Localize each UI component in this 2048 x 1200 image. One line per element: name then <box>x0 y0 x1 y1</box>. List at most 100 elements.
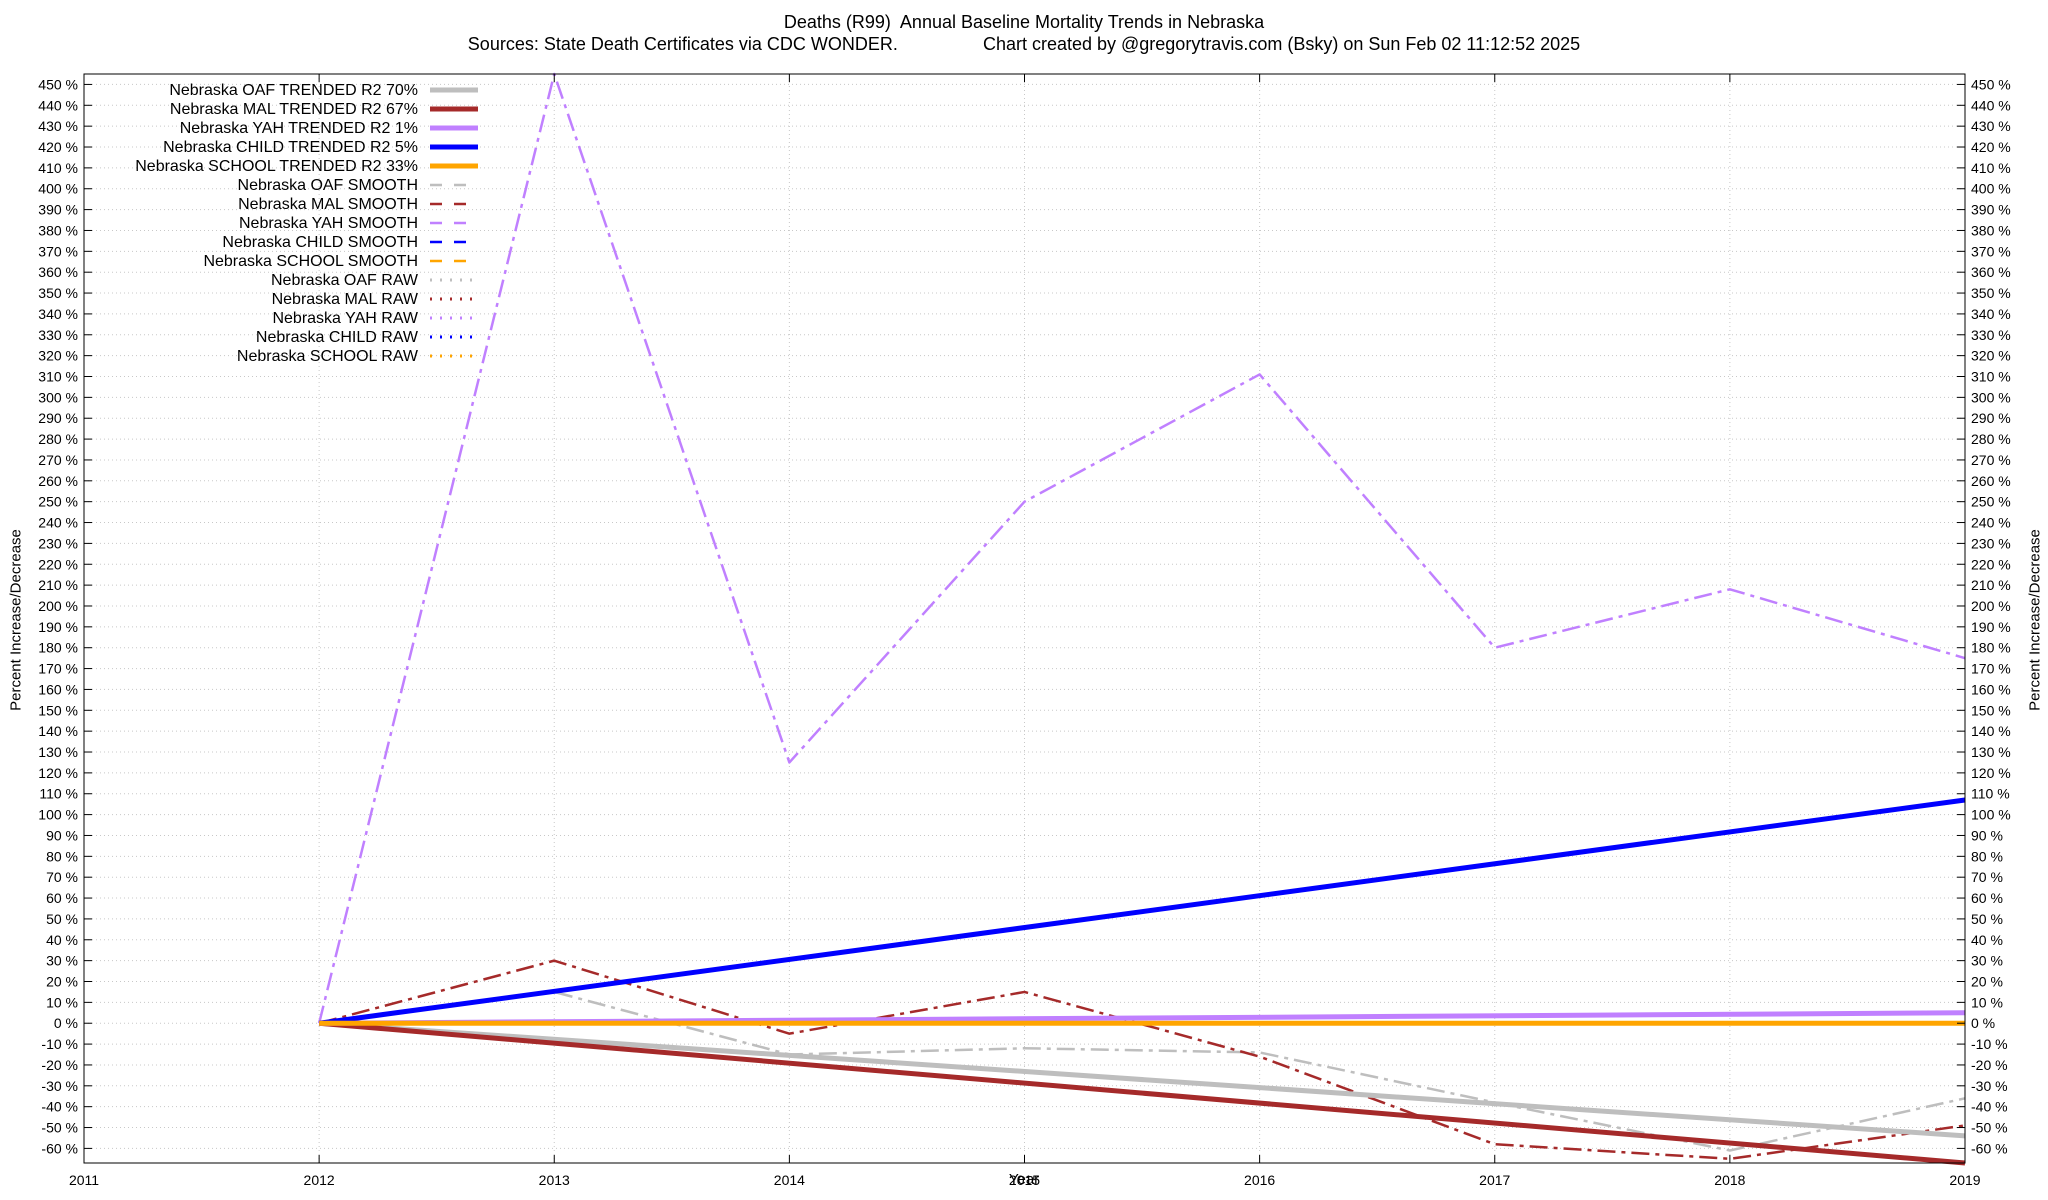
y-tick-label-right: 240 % <box>1971 515 2011 531</box>
x-tick-label: 2016 <box>1244 1172 1275 1188</box>
y-tick-label-right: -10 % <box>1971 1036 2008 1052</box>
y-tick-label-left: 440 % <box>38 97 78 113</box>
y-tick-label-right: 430 % <box>1971 118 2011 134</box>
y-tick-label-left: 200 % <box>38 598 78 614</box>
y-tick-label-right: 320 % <box>1971 348 2011 364</box>
y-tick-label-right: 250 % <box>1971 494 2011 510</box>
y-tick-label-right: 110 % <box>1971 786 2010 802</box>
x-axis-label: Year <box>1008 1171 1040 1188</box>
x-tick-label: 2011 <box>69 1172 99 1188</box>
y-tick-label-right: 270 % <box>1971 452 2011 468</box>
y-tick-label-right: 390 % <box>1971 202 2011 218</box>
y-tick-label-left: 290 % <box>38 410 78 426</box>
y-tick-label-right: 310 % <box>1971 369 2011 385</box>
y-tick-label-left: 30 % <box>46 953 78 969</box>
y-tick-label-right: -50 % <box>1971 1120 2008 1136</box>
y-tick-label-left: 240 % <box>38 515 78 531</box>
legend-label: Nebraska YAH TRENDED R2 1% <box>180 120 418 137</box>
y-tick-label-left: -10 % <box>41 1036 78 1052</box>
y-tick-label-right: 170 % <box>1971 661 2011 677</box>
y-tick-label-right: 50 % <box>1971 911 2003 927</box>
x-tick-label: 2012 <box>304 1172 335 1188</box>
series-line-nebraska-oaf-smooth <box>318 990 1966 1152</box>
y-tick-label-left: 210 % <box>38 577 78 593</box>
y-tick-label-left: 190 % <box>38 619 78 635</box>
y-tick-label-left: 350 % <box>38 285 78 301</box>
y-tick-label-right: 380 % <box>1971 222 2011 238</box>
y-tick-label-left: 160 % <box>38 681 78 697</box>
y-tick-label-left: 120 % <box>38 765 78 781</box>
y-tick-label-right: 180 % <box>1971 640 2011 656</box>
y-tick-label-right: 450 % <box>1971 76 2011 92</box>
legend-label: Nebraska CHILD SMOOTH <box>222 234 418 251</box>
y-tick-label-left: 110 % <box>39 786 78 802</box>
y-tick-label-right: 30 % <box>1971 953 2003 969</box>
y-tick-label-left: 450 % <box>38 76 78 92</box>
y-tick-label-right: 40 % <box>1971 932 2003 948</box>
series-line-nebraska-yah-smooth <box>317 72 1966 1024</box>
chart-subtitle: Sources: State Death Certificates via CD… <box>467 34 1581 54</box>
y-tick-label-right: -40 % <box>1971 1099 2008 1115</box>
y-tick-label-right: 280 % <box>1971 431 2011 447</box>
y-tick-label-left: 360 % <box>38 264 78 280</box>
x-tick-label: 2019 <box>1949 1172 1980 1188</box>
y-tick-label-left: 170 % <box>38 661 78 677</box>
y-tick-label-right: 10 % <box>1971 994 2003 1010</box>
y-tick-label-left: 70 % <box>46 869 78 885</box>
y-tick-label-left: 60 % <box>46 890 78 906</box>
y-tick-label-right: 100 % <box>1971 807 2011 823</box>
y-tick-label-right: -60 % <box>1971 1140 2008 1156</box>
y-tick-label-left: 310 % <box>38 369 78 385</box>
y-tick-label-right: 300 % <box>1971 389 2011 405</box>
y-tick-label-left: 320 % <box>38 348 78 364</box>
legend-label: Nebraska SCHOOL RAW <box>237 348 419 365</box>
y-tick-label-right: 70 % <box>1971 869 2003 885</box>
y-tick-label-right: 90 % <box>1971 827 2003 843</box>
y-tick-label-right: 160 % <box>1971 681 2011 697</box>
series-line-nebraska-mal-trended-r2-67 <box>318 1020 1966 1166</box>
legend-label: Nebraska OAF SMOOTH <box>238 177 418 194</box>
y-tick-label-left: 280 % <box>38 431 78 447</box>
y-tick-label-right: 80 % <box>1971 848 2003 864</box>
y-tick-label-left: 140 % <box>38 723 78 739</box>
y-tick-label-left: 300 % <box>38 389 78 405</box>
y-tick-label-left: 370 % <box>38 243 78 259</box>
y-tick-label-left: 40 % <box>46 932 78 948</box>
y-tick-label-left: 150 % <box>38 702 78 718</box>
y-tick-label-left: 380 % <box>38 222 78 238</box>
grid <box>83 74 1966 1163</box>
y-tick-label-left: -40 % <box>41 1099 78 1115</box>
legend-label: Nebraska YAH RAW <box>272 310 418 327</box>
legend-label: Nebraska CHILD TRENDED R2 5% <box>163 139 418 156</box>
legend-label: Nebraska YAH SMOOTH <box>239 215 418 232</box>
y-tick-label-right: 290 % <box>1971 410 2011 426</box>
y-tick-label-right: 230 % <box>1971 535 2011 551</box>
y-tick-label-left: 50 % <box>46 911 78 927</box>
y-tick-label-right: -20 % <box>1971 1057 2008 1073</box>
y-tick-label-left: 250 % <box>38 494 78 510</box>
x-tick-label: 2017 <box>1479 1172 1510 1188</box>
y-tick-label-right: 210 % <box>1971 577 2011 593</box>
y-tick-label-right: -30 % <box>1971 1078 2008 1094</box>
y-tick-label-left: 340 % <box>38 306 78 322</box>
y-tick-label-left: 430 % <box>38 118 78 134</box>
y-tick-label-left: -60 % <box>41 1140 78 1156</box>
y-axis-label-left: Percent Increase/Decrease <box>7 529 25 711</box>
legend-label: Nebraska MAL TRENDED R2 67% <box>170 101 418 118</box>
x-tick-label: 2015 <box>1009 1172 1040 1188</box>
x-tick-label: 2013 <box>539 1172 570 1188</box>
y-tick-label-left: 90 % <box>46 827 78 843</box>
y-tick-label-right: 350 % <box>1971 285 2011 301</box>
y-tick-label-left: 20 % <box>46 974 78 990</box>
y-tick-label-left: -20 % <box>41 1057 78 1073</box>
y-tick-label-left: 390 % <box>38 202 78 218</box>
y-tick-label-right: 400 % <box>1971 181 2011 197</box>
y-tick-label-right: 220 % <box>1971 556 2011 572</box>
y-tick-label-right: 370 % <box>1971 243 2011 259</box>
axis-ticks: -60 % -60 % -50 % -50 % -40 % -40 % -30 % -30 %… <box>38 74 2011 1188</box>
series-line-nebraska-oaf-trended-r2-70 <box>318 1020 1966 1139</box>
y-tick-label-left: -50 % <box>41 1120 78 1136</box>
y-tick-label-right: 150 % <box>1971 702 2011 718</box>
legend-label: Nebraska CHILD RAW <box>256 329 419 346</box>
